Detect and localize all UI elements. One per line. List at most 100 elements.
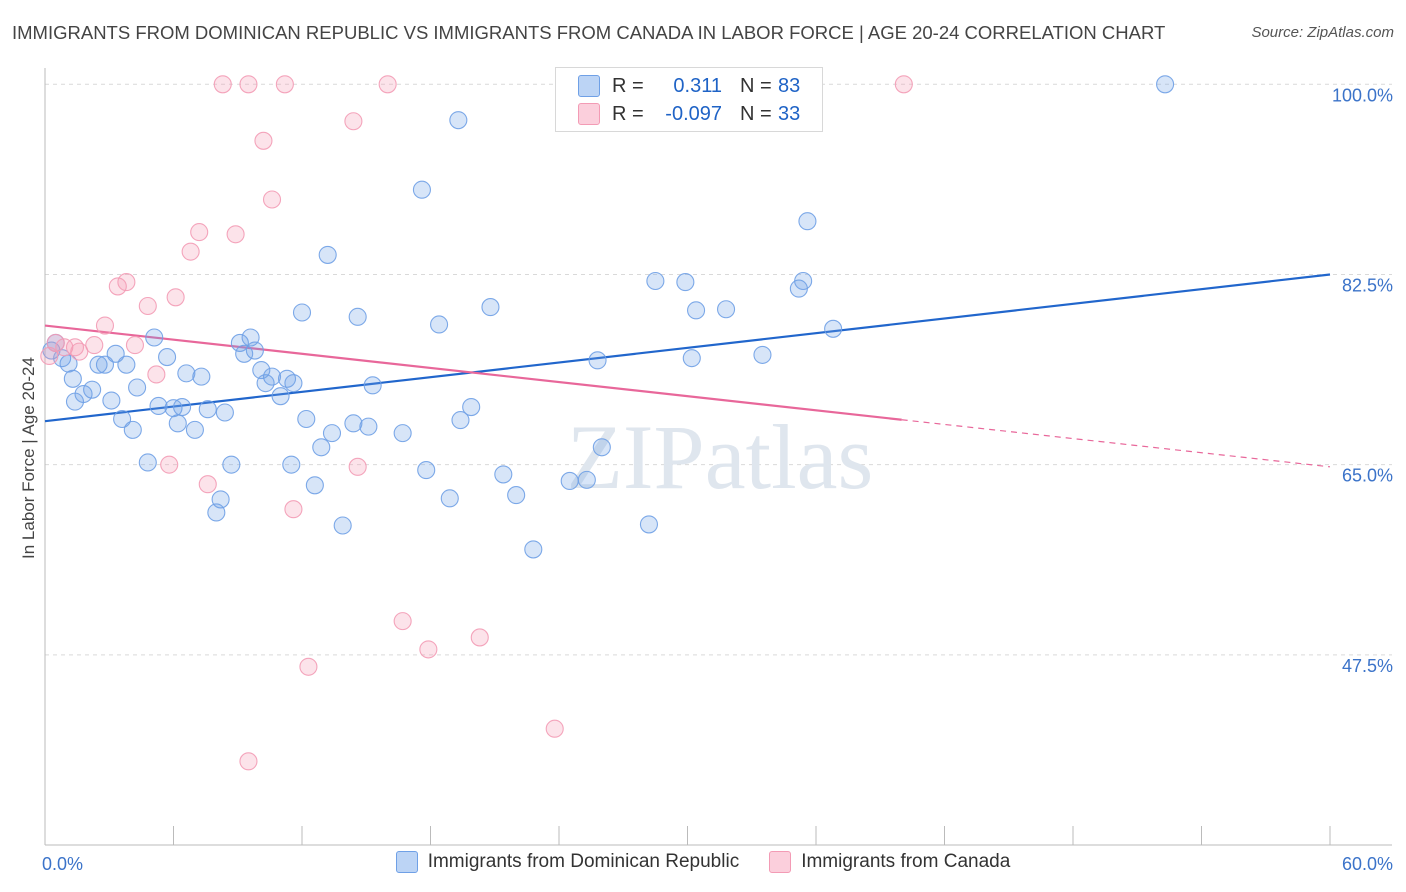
y-tick-label: 65.0%: [1342, 466, 1393, 486]
dominican-trend-line: [44, 273, 1331, 423]
dominican-point: [262, 367, 282, 386]
canada-point: [125, 336, 144, 355]
stats-row-canada: R = -0.097 N = 33: [578, 101, 800, 127]
canada-point: [147, 365, 166, 384]
dominican-point: [753, 345, 772, 364]
y-tick-label: 100.0%: [1332, 85, 1393, 105]
dominican-point: [412, 180, 431, 199]
dominican-point: [322, 424, 342, 443]
dominican-point: [646, 271, 665, 291]
dominican-point: [173, 398, 192, 417]
dominican-point: [359, 417, 378, 436]
dominican-point: [393, 424, 412, 443]
legend-item-dominican: Immigrants from Dominican Republic: [395, 851, 740, 873]
dominican-point: [417, 461, 436, 480]
canada-trend-line: [44, 324, 902, 421]
canada-point: [95, 316, 115, 335]
dominican-point: [177, 364, 196, 383]
r-label: R =: [612, 74, 644, 97]
legend-label-canada: Immigrants from Canada: [801, 851, 1011, 872]
x-tick-label-min: 0.0%: [42, 854, 83, 874]
axes: [44, 68, 1392, 846]
stats-legend-box: R = 0.311 N = 83 R = -0.097 N = 33: [555, 67, 823, 132]
dominican-point: [312, 438, 331, 457]
y-tick-label: 82.5%: [1342, 275, 1393, 295]
canada-point: [378, 75, 397, 94]
dominican-point: [198, 400, 217, 419]
dominican-point: [588, 351, 607, 370]
canada-point: [275, 75, 294, 94]
canada-point: [894, 75, 913, 94]
canada-point: [262, 190, 282, 209]
canada-point: [160, 455, 179, 474]
dominican-point: [168, 414, 187, 433]
dominican-point: [824, 319, 843, 338]
dominican-point: [282, 455, 301, 474]
canada-point: [284, 500, 303, 519]
y-axis-label: In Labor Force | Age 20-24: [19, 357, 38, 559]
dominican-point: [113, 409, 132, 429]
canada-point: [545, 719, 564, 738]
dominican-point: [284, 374, 303, 393]
dominican-point: [117, 355, 136, 374]
dominican-point: [145, 328, 164, 347]
dominican-point: [682, 349, 701, 368]
chart-legend: Immigrants from Dominican Republic Immig…: [0, 851, 1406, 873]
dominican-point: [333, 516, 352, 535]
dominican-point: [106, 344, 125, 363]
dominican-point: [451, 411, 470, 430]
canada-point: [138, 296, 157, 316]
dominican-point: [639, 515, 659, 534]
dominican-point: [211, 490, 230, 509]
canada-point: [117, 273, 136, 292]
dominican-point: [524, 540, 543, 559]
dominican-point: [462, 398, 481, 417]
canada-point: [239, 75, 258, 94]
dominican-point: [577, 470, 596, 489]
y-tick-label: 47.5%: [1342, 656, 1393, 676]
canada-point: [344, 112, 363, 131]
canada-point: [299, 657, 318, 676]
x-tick-label-max: 60.0%: [1342, 854, 1393, 874]
legend-item-canada: Immigrants from Canada: [769, 851, 1010, 873]
dominican-point: [292, 303, 312, 322]
dominican-point: [494, 465, 513, 484]
chart-title: IMMIGRANTS FROM DOMINICAN REPUBLIC VS IM…: [12, 22, 1166, 43]
dominican-point: [592, 438, 611, 457]
dominican-point: [297, 409, 316, 429]
dominican-point: [245, 341, 264, 360]
n-label: N =: [740, 74, 772, 97]
dominican-point: [185, 420, 204, 439]
dominican-point: [128, 378, 147, 397]
dominican-point: [215, 403, 234, 422]
canada-point: [254, 131, 273, 150]
dominican-point: [449, 111, 468, 130]
canada-point: [166, 288, 185, 307]
r-label: R =: [612, 102, 644, 125]
dominican-point: [676, 273, 695, 292]
canada-point: [85, 336, 104, 355]
r-value: 0.311: [673, 74, 722, 97]
tick-labels: 100.0% 82.5% 65.0% 47.5% 0.0% 60.0%: [42, 85, 1393, 874]
dominican-point: [192, 367, 211, 386]
dominican-point: [344, 414, 363, 433]
canada-point: [393, 612, 412, 631]
dominican-point: [63, 369, 82, 388]
dominican-swatch: [578, 75, 600, 97]
dominican-point: [507, 486, 526, 505]
dominican-point: [271, 387, 290, 406]
dominican-point: [363, 376, 382, 395]
canada-point: [213, 75, 232, 94]
canada-point: [190, 223, 209, 242]
canada-swatch: [578, 103, 600, 125]
r-value: -0.097: [665, 102, 722, 125]
legend-label-dominican: Immigrants from Dominican Republic: [427, 851, 740, 872]
legend-swatch-dominican: [395, 851, 418, 873]
dominican-point: [305, 476, 324, 495]
canada-point: [198, 475, 217, 494]
dominican-point: [235, 344, 254, 363]
n-label: N =: [740, 102, 772, 125]
dominican-point: [687, 301, 706, 320]
data-points: [40, 75, 1175, 771]
